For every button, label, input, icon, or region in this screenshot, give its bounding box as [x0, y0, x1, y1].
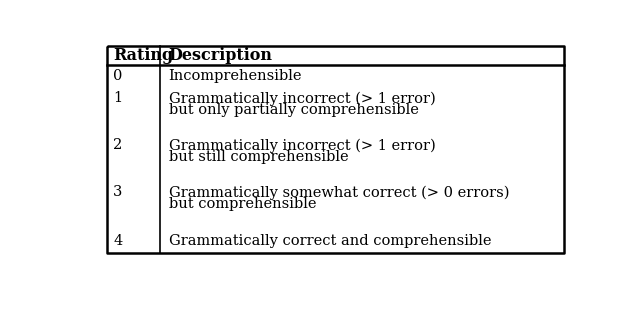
Text: Grammatically somewhat correct (> 0 errors): Grammatically somewhat correct (> 0 erro… — [169, 185, 509, 200]
Text: but still comprehensible: but still comprehensible — [169, 150, 348, 164]
Text: but comprehensible: but comprehensible — [169, 197, 316, 211]
Text: 0: 0 — [113, 70, 123, 84]
Text: Incomprehensible: Incomprehensible — [169, 70, 302, 84]
Text: 4: 4 — [113, 234, 122, 248]
Text: Rating: Rating — [113, 47, 173, 64]
Text: Grammatically incorrect (> 1 error): Grammatically incorrect (> 1 error) — [169, 91, 435, 106]
Text: Description: Description — [169, 47, 273, 64]
Text: but only partially comprehensible: but only partially comprehensible — [169, 103, 419, 117]
Text: 1: 1 — [113, 91, 122, 105]
Text: 3: 3 — [113, 185, 123, 199]
Text: Grammatically correct and comprehensible: Grammatically correct and comprehensible — [169, 234, 491, 248]
Text: Grammatically incorrect (> 1 error): Grammatically incorrect (> 1 error) — [169, 138, 435, 153]
Text: 2: 2 — [113, 138, 122, 152]
